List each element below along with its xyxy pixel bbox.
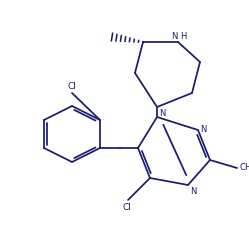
Text: H: H: [180, 32, 186, 41]
Text: N: N: [190, 187, 196, 196]
Text: Cl: Cl: [67, 82, 76, 91]
Text: N: N: [171, 32, 177, 41]
Text: N: N: [200, 124, 206, 133]
Text: N: N: [159, 109, 165, 118]
Text: CH$_3$: CH$_3$: [239, 162, 249, 174]
Text: Cl: Cl: [123, 203, 131, 212]
